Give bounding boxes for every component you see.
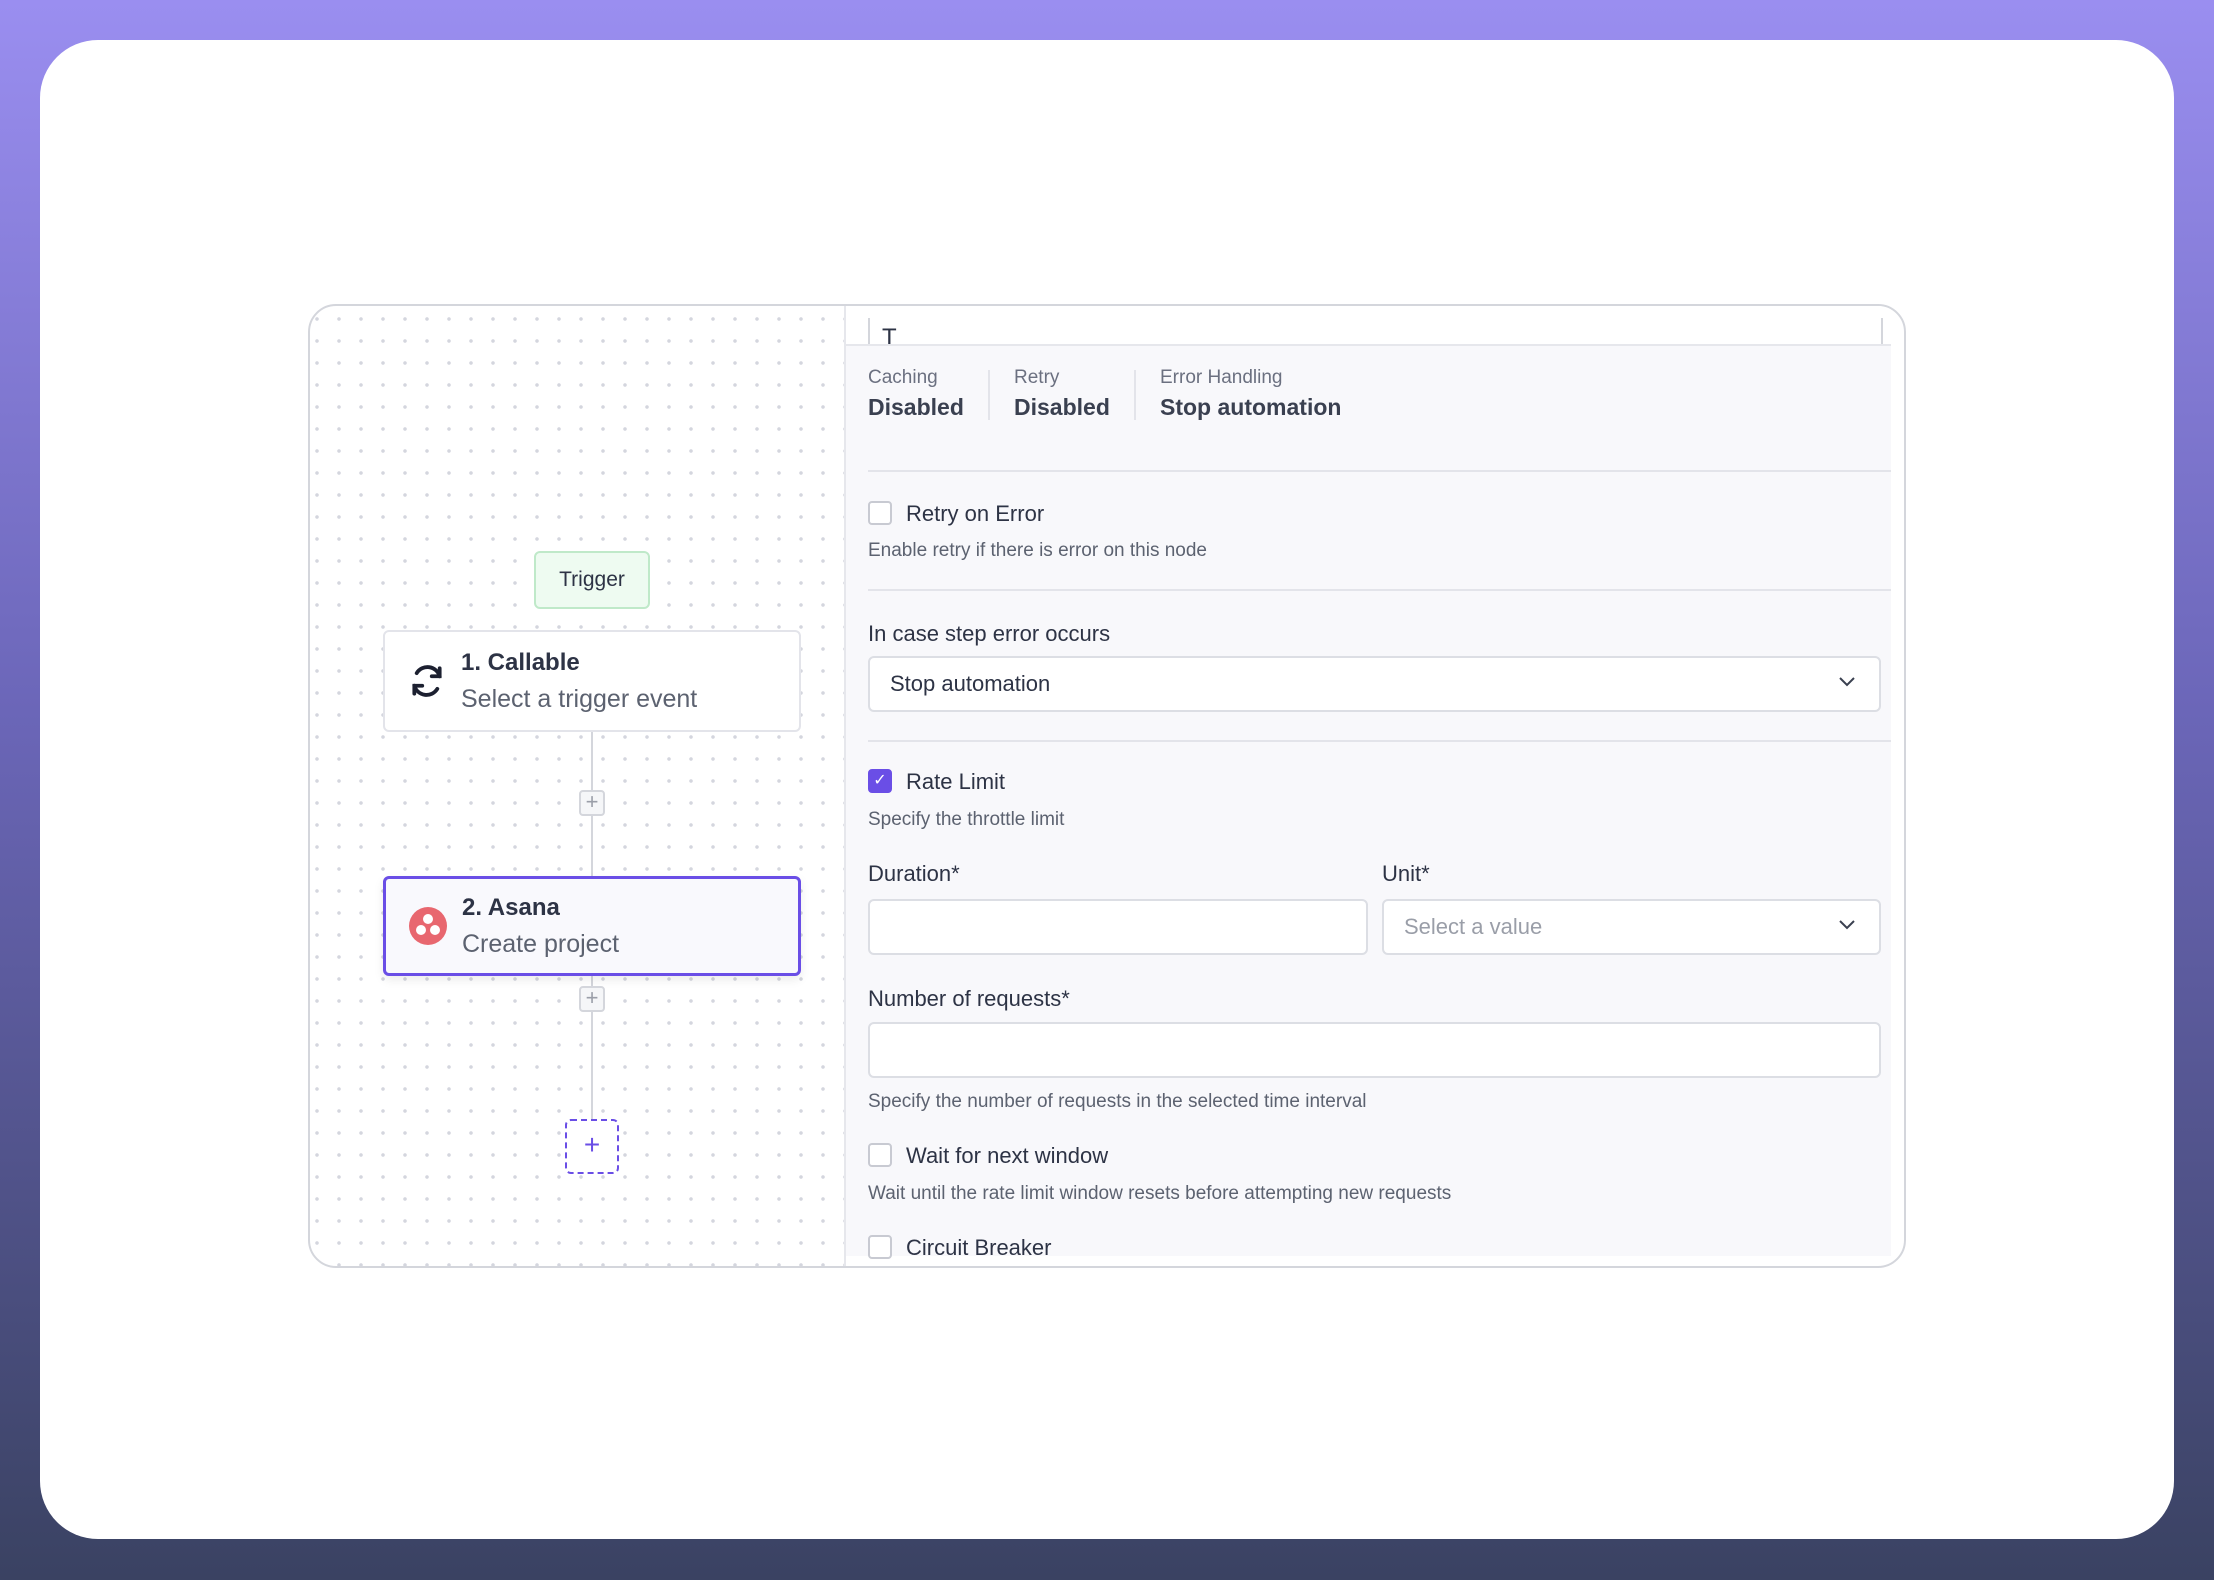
requests-input[interactable] [868,1022,1881,1078]
trigger-badge: Trigger [534,551,650,609]
divider [868,740,1891,742]
node-subtitle: Select a trigger event [461,684,698,713]
refresh-icon [407,661,447,701]
circuit-breaker-checkbox[interactable] [868,1235,892,1259]
divider [868,470,1891,472]
automation-editor: Trigger 1. Callable Select a trigger even… [308,304,1906,1268]
rate-limit-description: Specify the throttle limit [868,809,1065,830]
node-settings-panel: Caching Disabled Retry Disabled Error Ha… [846,344,1891,1260]
error-step-label: In case step error occurs [868,621,1111,646]
summary-label: Retry [1014,367,1060,388]
node-callable[interactable]: 1. Callable Select a trigger event [383,630,801,732]
add-final-step-button[interactable]: + [565,1119,619,1174]
chevron-down-icon [1839,920,1855,930]
retry-on-error-checkbox[interactable] [868,501,892,525]
connector-line [591,976,593,1120]
duration-input[interactable] [868,899,1368,955]
summary-label: Caching [868,367,938,388]
retry-on-error-description: Enable retry if there is error on this n… [868,540,1208,561]
wait-next-window-description: Wait until the rate limit window resets … [868,1183,1452,1204]
error-step-value: Stop automation [890,671,1051,696]
add-step-button[interactable]: + [579,986,605,1012]
divider [1134,370,1136,420]
rate-limit-checkbox[interactable]: ✓ [868,769,892,793]
rate-limit-label: Rate Limit [906,769,1006,794]
wait-next-window-checkbox[interactable] [868,1143,892,1167]
duration-label: Duration* [868,861,960,886]
summary-value: Stop automation [1160,394,1342,420]
node-title: 2. Asana [462,893,560,921]
unit-select[interactable]: Select a value [1382,899,1881,955]
summary-value: Disabled [1014,394,1110,420]
error-step-select[interactable]: Stop automation [868,656,1881,712]
divider [868,589,1891,591]
summary-value: Disabled [868,394,964,420]
unit-placeholder: Select a value [1404,914,1543,939]
requests-label: Number of requests* [868,986,1070,1011]
node-asana[interactable]: 2. Asana Create project [383,876,801,976]
panel-divider [844,306,846,1266]
unit-label: Unit* [1382,861,1430,886]
asana-logo-icon [408,906,448,946]
summary-label: Error Handling [1160,367,1283,388]
add-step-button[interactable]: + [579,790,605,816]
node-subtitle: Create project [462,929,620,958]
node-title: 1. Callable [461,648,580,676]
retry-on-error-label: Retry on Error [906,501,1045,526]
chevron-down-icon [1839,677,1855,687]
wait-next-window-label: Wait for next window [906,1143,1109,1168]
circuit-breaker-label: Circuit Breaker [906,1235,1052,1260]
panel-top-strip: T [846,306,1891,351]
requests-description: Specify the number of requests in the se… [868,1091,1367,1112]
divider [988,370,990,420]
workflow-canvas [310,306,844,1266]
